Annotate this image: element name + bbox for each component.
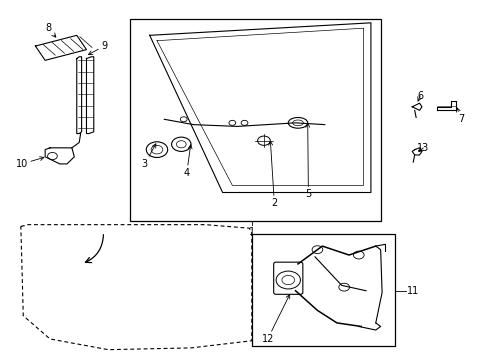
Text: 8: 8: [45, 23, 56, 37]
Text: 11: 11: [407, 286, 419, 296]
Bar: [130, 19, 380, 221]
Circle shape: [311, 246, 322, 253]
Text: 6: 6: [416, 91, 423, 101]
Text: 3: 3: [142, 144, 156, 169]
Text: 5: 5: [305, 123, 311, 199]
Bar: [251, 234, 394, 346]
Text: 12: 12: [261, 294, 289, 344]
Circle shape: [353, 251, 364, 259]
Text: 4: 4: [183, 145, 192, 178]
Circle shape: [338, 283, 349, 291]
Text: 9: 9: [88, 41, 107, 55]
Text: 10: 10: [16, 157, 44, 169]
Text: 2: 2: [268, 141, 277, 208]
Text: 1: 1: [248, 227, 254, 237]
Text: 13: 13: [416, 143, 428, 153]
Text: 7: 7: [456, 108, 464, 124]
